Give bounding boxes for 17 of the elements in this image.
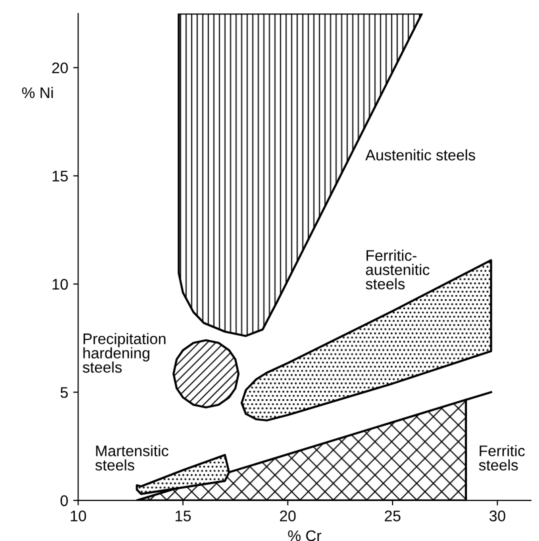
y-tick-label: 15 (52, 170, 68, 182)
x-tick-label: 25 (384, 510, 400, 522)
y-axis-title: % Ni (22, 86, 53, 98)
y-tick-label: 5 (60, 387, 68, 398)
x-tick-label: 10 (70, 510, 86, 522)
y-tick-label: 0 (60, 495, 68, 506)
x-tick-label: 15 (176, 510, 191, 522)
series-label: Precipitation hardening steels (82, 332, 166, 373)
series-label: Ferritic- austenitic steels (366, 250, 430, 290)
x-axis-title: % Cr (288, 530, 322, 541)
y-tick-label: 20 (52, 62, 68, 74)
series-label: Martensitic steels (95, 445, 168, 471)
x-tick-label: 30 (489, 510, 506, 522)
series-label: Austenitic steels (365, 149, 476, 160)
y-tick-label: 10 (52, 278, 68, 290)
series-label: Ferritic steels (478, 445, 525, 471)
x-tick-label: 20 (280, 510, 296, 522)
